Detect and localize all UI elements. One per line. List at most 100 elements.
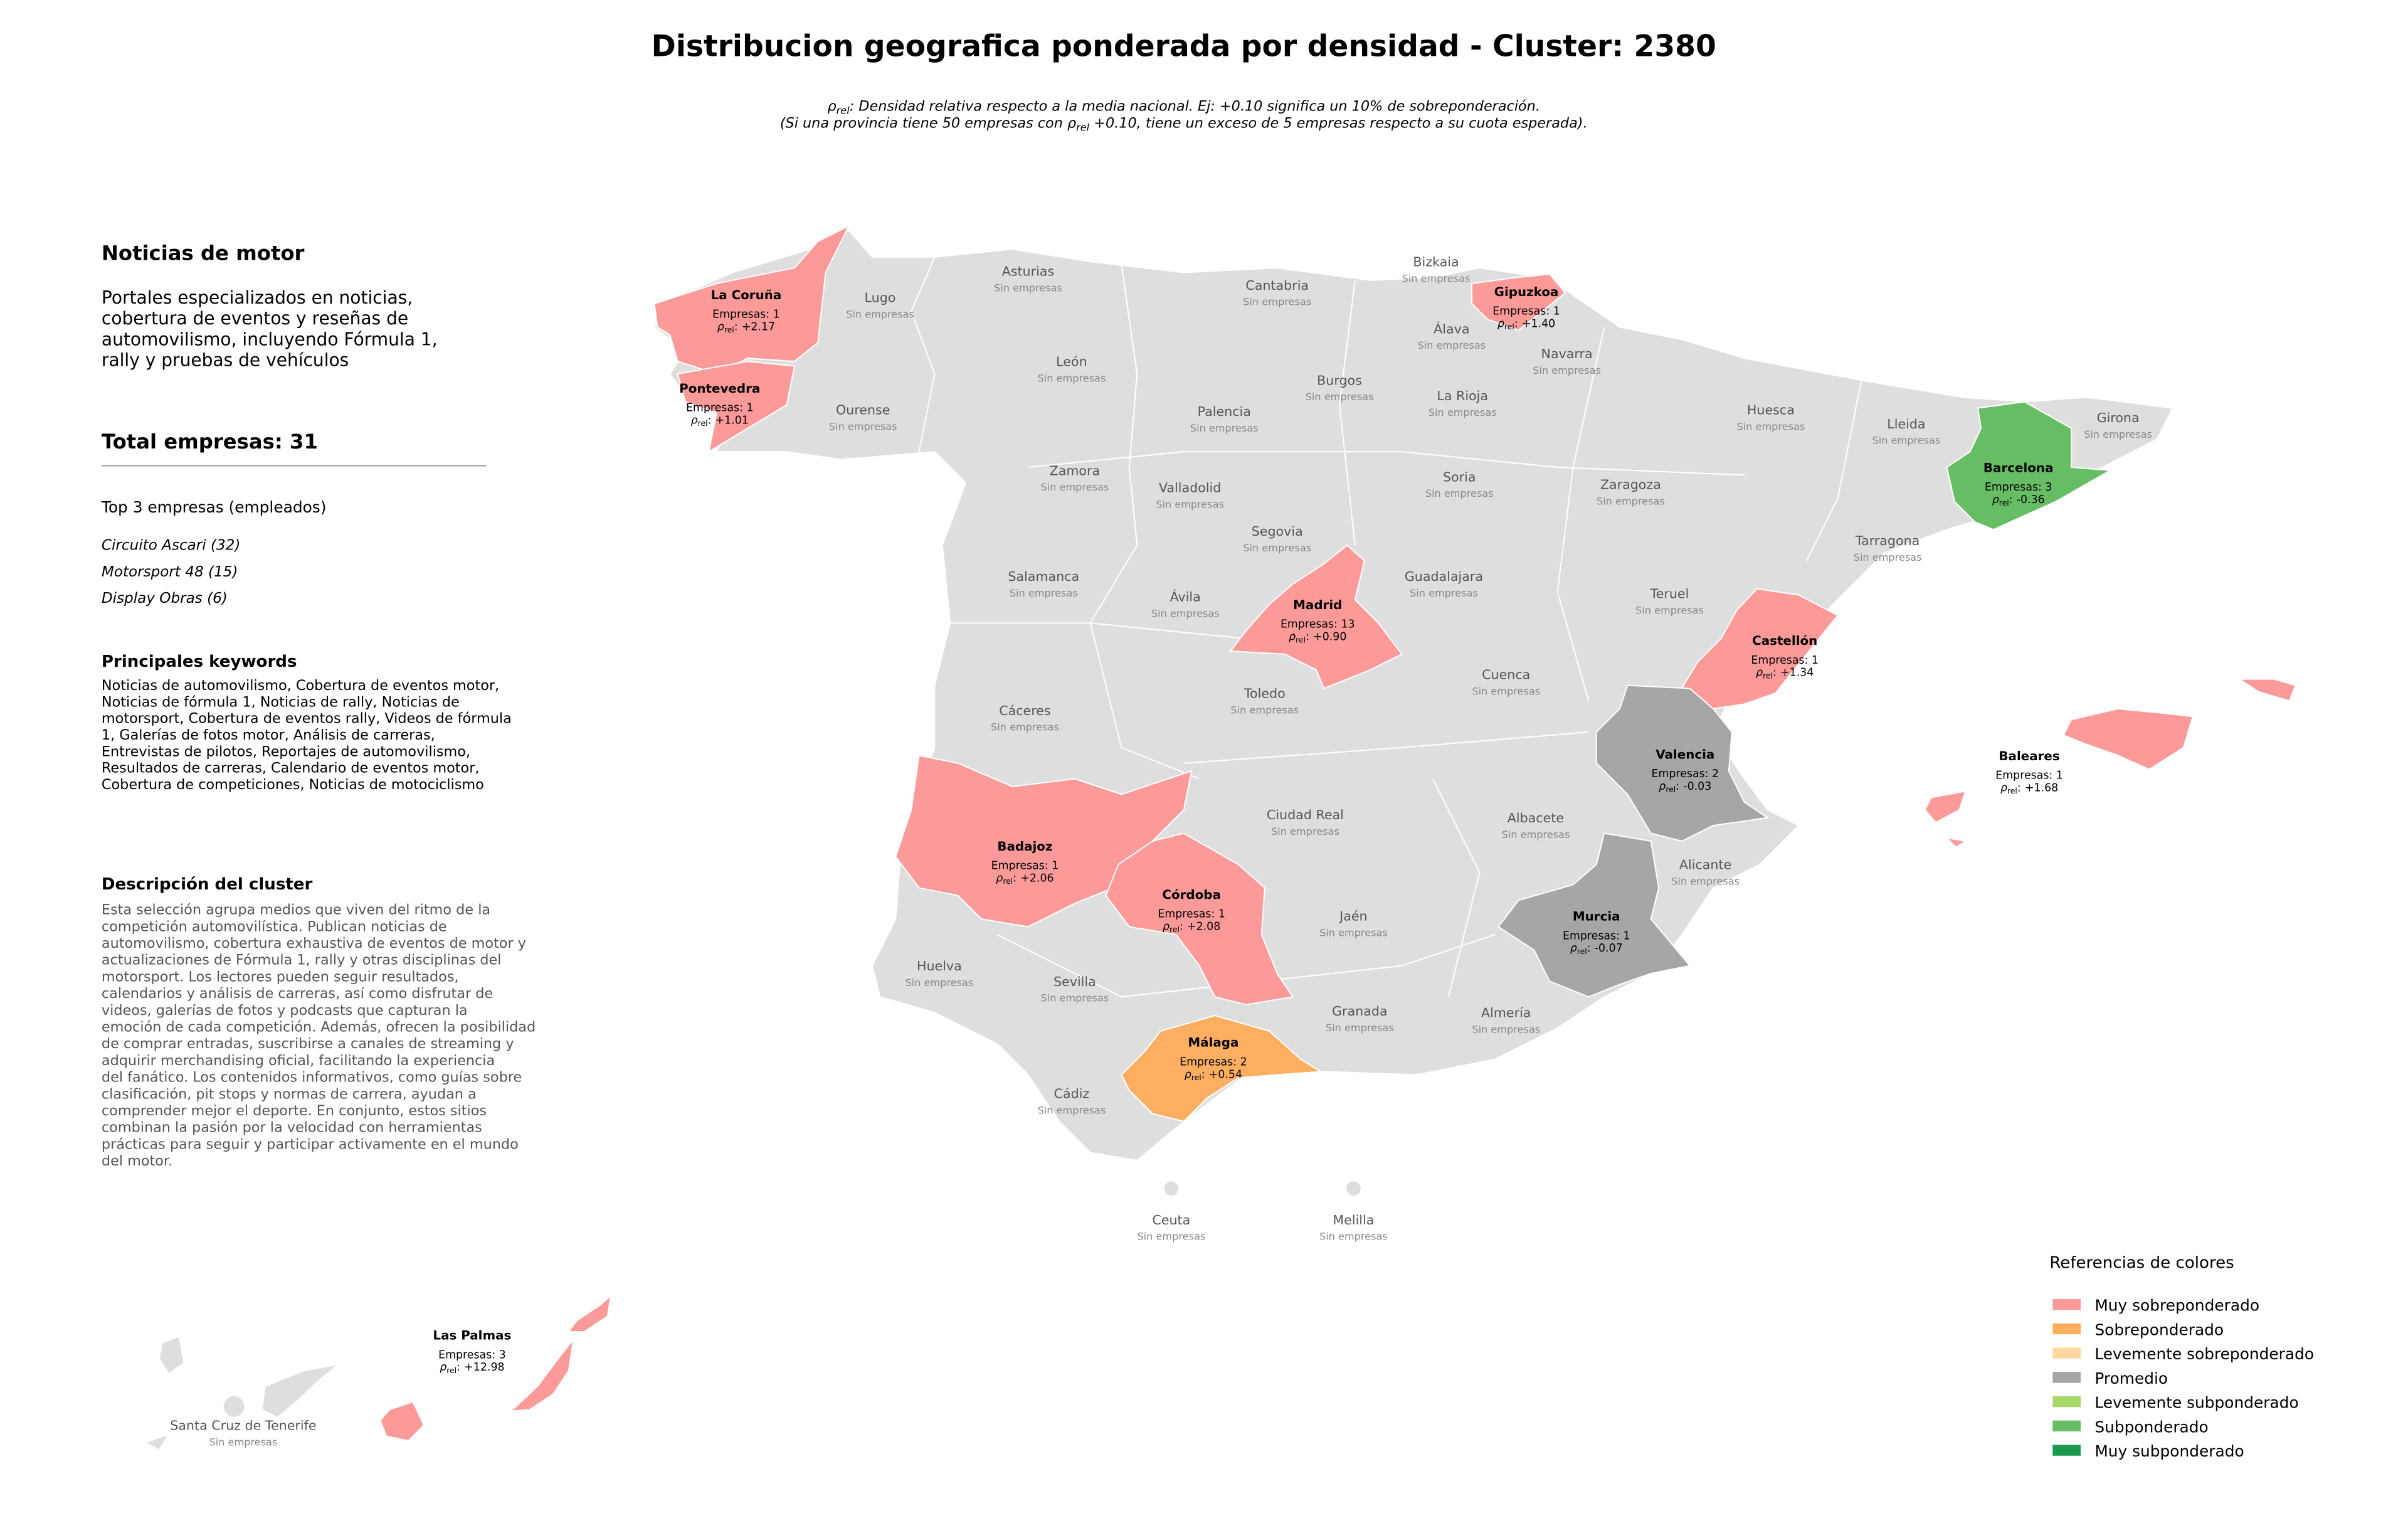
province-name: Cádiz (1054, 1086, 1090, 1101)
province-name: Barcelona (1983, 460, 2054, 475)
province-status: Sin empresas (846, 309, 914, 321)
province-name: Lugo (865, 290, 896, 305)
province-name: Navarra (1541, 346, 1593, 361)
province-shape (379, 1401, 425, 1442)
province-shape (1677, 588, 1839, 709)
rho-symbol: ρ (717, 321, 724, 333)
rho-value: -0.03 (1683, 780, 1711, 793)
legend-label: Levemente subponderado (2094, 1394, 2298, 1412)
rho-sub: rel (1003, 876, 1013, 886)
legend-label: Promedio (2094, 1369, 2168, 1387)
province-name: Soria (1443, 469, 1476, 484)
province-count: Empresas: 2 (1652, 768, 1719, 780)
description-line: comprender mejor el deporte. En conjunto… (102, 1103, 487, 1119)
province-status: Sin empresas (1472, 1023, 1540, 1035)
province-count: Empresas: 3 (438, 1349, 506, 1361)
province-status: Sin empresas (1326, 1022, 1394, 1034)
province-count: Empresas: 3 (1985, 481, 2052, 494)
rho-symbol: ρ (1185, 1068, 1191, 1081)
description-title: Descripción del cluster (102, 875, 313, 894)
province-rho: ρrel: +0.54 (1185, 1068, 1242, 1082)
province-name: Ceuta (1152, 1212, 1190, 1228)
description-line: del fanático. Los contenidos informativo… (102, 1069, 522, 1086)
panel-summary: cobertura de eventos y reseñas de (102, 308, 408, 329)
province-status: Sin empresas (1319, 926, 1388, 938)
rho-sep: : (1676, 780, 1679, 793)
province-status: Sin empresas (1428, 406, 1497, 418)
title: Distribucion geografica ponderada por de… (652, 29, 1716, 63)
province-shape (1595, 684, 1770, 842)
rho-symbol: ρ (1659, 780, 1666, 793)
province-status: Sin empresas (1151, 607, 1220, 619)
province-name: Almería (1481, 1005, 1531, 1021)
subtitle-line: (Si una provincia tiene 50 empresas con … (780, 115, 1588, 134)
rho-value: +2.17 (742, 321, 775, 333)
province-name: Girona (2097, 410, 2140, 425)
rho-value: +2.06 (1020, 872, 1054, 884)
rho-symbol: ρ (1289, 631, 1296, 644)
province-name: Santa Cruz de Tenerife (170, 1418, 316, 1433)
description-line: Esta selección agrupa medios que viven d… (102, 902, 490, 918)
province-name: Pontevedra (679, 381, 760, 396)
rho-sub: rel (1191, 1073, 1201, 1082)
rho-sub: rel (2007, 786, 2017, 795)
rho-symbol: ρ (1570, 942, 1577, 955)
province-name: Palencia (1198, 404, 1251, 419)
description-line: prácticas para seguir y participar activ… (102, 1136, 519, 1152)
province-name: Las Palmas (433, 1329, 511, 1343)
rho-sep: : (1201, 1068, 1205, 1081)
rho-sub: rel (446, 1366, 457, 1375)
description-line: actualizaciones de Fórmula 1, rally y ot… (102, 952, 502, 968)
legend-swatch (2052, 1396, 2081, 1408)
province-status: Sin empresas (1306, 391, 1374, 403)
province-count: Empresas: 1 (1563, 930, 1630, 942)
province-status: Sin empresas (1597, 496, 1665, 507)
province-name: Zamora (1050, 463, 1101, 478)
province-status: Sin empresas (1010, 587, 1078, 599)
province-name: Cuenca (1482, 667, 1530, 682)
province-name: Madrid (1293, 598, 1342, 612)
rho-value: +1.68 (2025, 782, 2058, 794)
legend-swatch (2052, 1323, 2081, 1335)
border (1432, 778, 1481, 997)
rho-symbol: ρ (1163, 920, 1170, 933)
province-rho: ρrel: -0.03 (1659, 780, 1711, 794)
keywords-title: Principales keywords (102, 652, 297, 671)
province-name: Murcia (1573, 910, 1620, 924)
subtitle-text: +0.10, tiene un exceso de 5 empresas res… (1089, 115, 1587, 132)
province-status: Sin empresas (905, 977, 973, 989)
province-name: Burgos (1317, 373, 1362, 388)
province-rho: ρrel: +1.68 (2000, 782, 2058, 795)
province-name: Castellón (1752, 634, 1817, 648)
melilla-shape (1344, 1180, 1362, 1197)
rho-sep: : (1013, 872, 1017, 884)
keywords-line: Noticias de automovilismo, Cobertura de … (102, 677, 499, 694)
keywords-line: Resultados de carreras, Calendario de ev… (102, 760, 480, 777)
province-count: Empresas: 1 (1995, 770, 2063, 782)
province-name: Valladolid (1159, 480, 1221, 496)
border (911, 257, 936, 452)
rho-value: +1.34 (1780, 667, 1814, 679)
province-name: Segovia (1252, 524, 1303, 539)
province-status: Sin empresas (1319, 1231, 1388, 1243)
border (1028, 451, 1745, 476)
province-status: Sin empresas (1410, 587, 1478, 599)
province-status: Sin empresas (1402, 272, 1471, 284)
gomera-shape (222, 1394, 246, 1418)
province-status: Sin empresas (2084, 428, 2152, 440)
province-rho: ρrel: +1.01 (691, 414, 749, 428)
province-rho: ρrel: +1.34 (1756, 667, 1814, 681)
legend-swatch (2052, 1445, 2081, 1456)
description-line: adquirir merchandising oficial, facilita… (102, 1053, 495, 1069)
description-line: combinan la pasión por la velocidad con … (102, 1120, 482, 1136)
province-count: Empresas: 1 (1158, 908, 1225, 921)
tenerife-shape (261, 1363, 341, 1418)
border (1339, 280, 1356, 546)
province-count: Empresas: 1 (686, 402, 754, 415)
province-status: Sin empresas (1472, 685, 1540, 697)
rho-sep: : (2009, 494, 2013, 506)
rho-sub: rel (1296, 635, 1306, 644)
panel-summary: rally y pruebas de vehículos (102, 349, 349, 370)
keywords-line: Entrevistas de pilotos, Reportajes de au… (102, 743, 470, 760)
province-name: Valencia (1656, 747, 1714, 761)
